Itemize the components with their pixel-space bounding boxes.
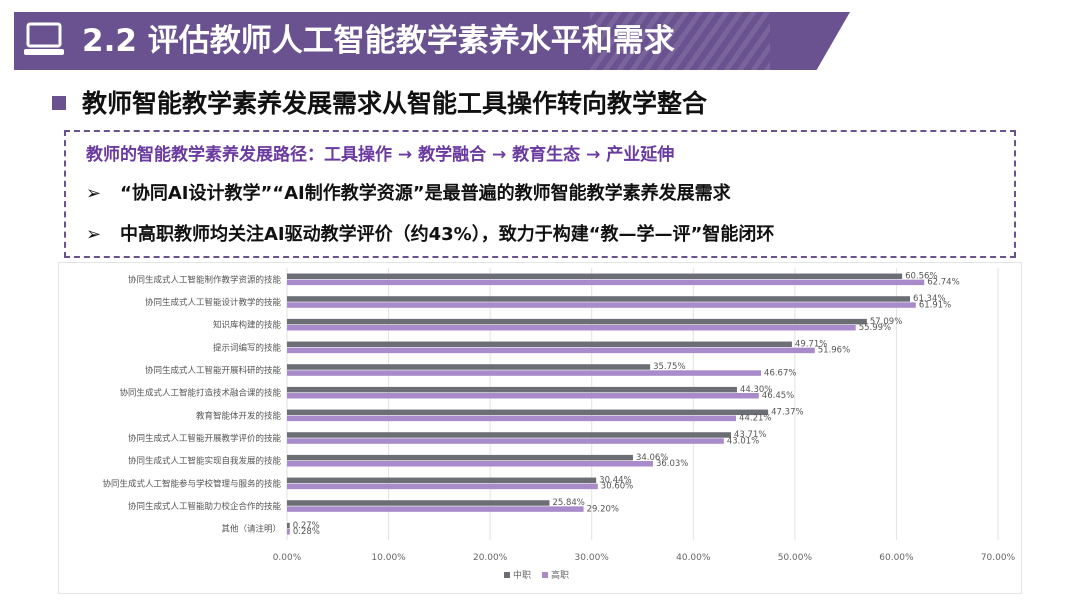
bar-zhongzhi (287, 500, 550, 506)
category-label: 教育智能体开发的技能 (196, 410, 282, 421)
legend-label: 中职 (513, 569, 531, 581)
title-banner (14, 12, 850, 70)
x-tick-label: 10.00% (371, 553, 406, 563)
data-label: 30.44% (599, 476, 631, 486)
data-label: 46.67% (764, 368, 796, 378)
data-label: 43.71% (734, 430, 766, 440)
bar-gaozhi (287, 506, 584, 512)
page-title: 2.2 评估教师人工智能教学素养水平和需求 (82, 23, 675, 59)
data-label: 35.75% (653, 362, 685, 372)
data-label: 46.45% (762, 391, 794, 401)
category-label: 协同生成式人工智能开展教学评价的技能 (128, 433, 282, 444)
bar-zhongzhi (287, 386, 737, 393)
category-label: 知识库构建的技能 (213, 320, 282, 331)
summary-point-text: 中高职教师均关注AI驱动教学评价（约43%），致力于构建“教—学—评”智能闭环 (120, 224, 775, 245)
bar-gaozhi (287, 483, 598, 490)
category-label: 提示词编写的技能 (213, 342, 282, 353)
bar-zhongzhi (287, 454, 633, 461)
bar-gaozhi (287, 279, 925, 286)
legend-swatch (542, 572, 548, 578)
data-label: 0.28% (293, 527, 320, 537)
category-label: 协同生成式人工智能设计教学的技能 (145, 297, 282, 308)
category-label: 协同生成式人工智能开展科研的技能 (145, 365, 282, 376)
summary-point-text: “协同AI设计教学”“AI制作教学资源”是最普遍的教师智能教学素养发展需求 (120, 183, 731, 204)
bar-zhongzhi (287, 273, 903, 280)
data-label: 29.20% (587, 504, 619, 514)
data-label: 36.03% (656, 459, 688, 469)
data-label: 55.99% (859, 323, 891, 333)
data-label: 61.91% (919, 300, 951, 310)
category-label: 协同生成式人工智能实现自我发展的技能 (128, 456, 282, 467)
bar-zhongzhi (287, 364, 651, 370)
data-label: 0.27% (293, 521, 320, 531)
category-label: 协同生成式人工智能参与学校管理与服务的技能 (102, 478, 281, 489)
title-banner-stripes (590, 12, 770, 70)
category-label: 协同生成式人工智能打造技术融合课的技能 (119, 388, 281, 399)
bar-gaozhi (287, 460, 653, 467)
bar-gaozhi (287, 529, 290, 535)
data-label: 44.30% (740, 385, 772, 395)
bar-zhongzhi (287, 341, 792, 348)
data-label: 44.21% (739, 414, 771, 424)
category-label: 协同生成式人工智能制作教学资源的技能 (128, 274, 282, 285)
bar-zhongzhi (287, 522, 290, 529)
bar-gaozhi (287, 324, 856, 331)
bar-gaozhi (287, 438, 724, 444)
bar-zhongzhi (287, 409, 769, 416)
bar-gaozhi (287, 347, 815, 354)
data-label: 43.01% (727, 436, 759, 446)
bar-gaozhi (287, 415, 737, 422)
chart-frame (58, 262, 1022, 594)
bar-zhongzhi (287, 477, 597, 484)
data-label: 49.71% (795, 340, 827, 350)
data-label: 51.96% (818, 346, 850, 356)
data-label: 62.74% (927, 278, 959, 288)
arrow-bullet-icon: ➢ (86, 183, 102, 204)
summary-box (64, 130, 1016, 258)
bar-zhongzhi (287, 318, 867, 325)
data-label: 34.06% (636, 453, 668, 463)
laptop-icon (24, 22, 64, 55)
data-label: 25.84% (552, 498, 584, 508)
legend-label: 高职 (551, 569, 569, 581)
bar-zhongzhi (287, 296, 911, 302)
data-label: 57.09% (870, 317, 902, 327)
summary-point: ➢ “协同AI设计教学”“AI制作教学资源”是最普遍的教师智能教学素养发展需求 (86, 178, 731, 210)
summary-point: ➢ 中高职教师均关注AI驱动教学评价（约43%），致力于构建“教—学—评”智能闭环 (86, 219, 774, 251)
bar-gaozhi (287, 392, 759, 399)
category-label: 其他（请注明） (221, 524, 281, 535)
data-label: 60.56% (905, 272, 937, 282)
data-label: 47.37% (771, 408, 803, 418)
data-label: 30.60% (601, 482, 633, 492)
bar-gaozhi (287, 370, 762, 376)
x-tick-label: 20.00% (473, 553, 508, 563)
legend-swatch (504, 572, 510, 578)
heading-bullet (52, 96, 66, 110)
x-tick-label: 40.00% (676, 553, 711, 563)
bar-gaozhi (287, 302, 916, 308)
x-tick-label: 0.00% (273, 553, 302, 563)
x-tick-label: 60.00% (879, 553, 914, 563)
x-tick-label: 50.00% (778, 553, 813, 563)
x-tick-label: 70.00% (981, 553, 1016, 563)
data-label: 61.34% (913, 294, 945, 304)
arrow-bullet-icon: ➢ (86, 224, 102, 245)
section-heading: 教师智能教学素养发展需求从智能工具操作转向教学整合 (82, 89, 708, 118)
category-label: 协同生成式人工智能助力校企合作的技能 (128, 501, 282, 512)
x-tick-label: 30.00% (575, 553, 610, 563)
development-path: 教师的智能教学素养发展路径：工具操作 → 教学融合 → 教育生态 → 产业延伸 (86, 145, 675, 165)
bar-zhongzhi (287, 432, 731, 438)
